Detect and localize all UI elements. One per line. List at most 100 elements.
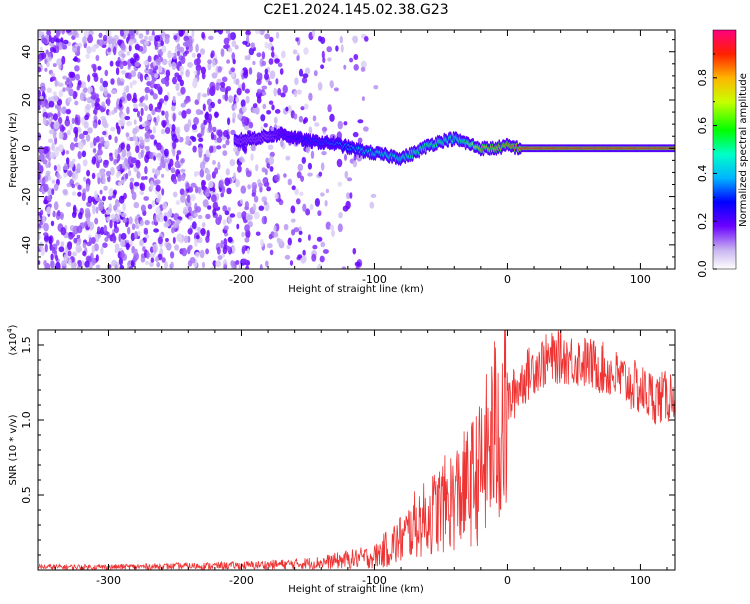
spectrogram-noise-cell	[40, 86, 46, 92]
spectrogram-noise-cell	[121, 142, 125, 149]
spectrogram-noise-cell	[176, 219, 181, 224]
spectrogram-noise-cell	[329, 114, 334, 122]
spectrogram-noise-cell	[112, 110, 115, 115]
spectrogram-noise-cell	[54, 183, 59, 191]
spectrogram-noise-cell	[183, 209, 188, 215]
spectrogram-noise-cell	[37, 233, 41, 241]
spectrogram-noise-cell	[268, 81, 272, 85]
spectrogram-noise-cell	[78, 260, 82, 267]
spectrogram-noise-cell	[161, 188, 164, 195]
spectrogram-noise-cell	[242, 41, 248, 45]
spectrogram-noise-cell	[100, 247, 103, 255]
spectrogram-noise-cell	[270, 250, 274, 256]
colorbar-label: Normalized spectral amplitude	[738, 73, 749, 227]
spectrogram-noise-cell	[84, 221, 87, 226]
spectrogram-noise-cell	[172, 96, 175, 103]
spectrogram-noise-cell	[77, 86, 80, 91]
spectrogram-noise-cell	[217, 162, 220, 170]
spectrogram-noise-cell	[132, 80, 137, 85]
spectrogram-noise-cell	[274, 232, 279, 238]
spectrogram-noise-cell	[373, 85, 378, 89]
snr-multiplier-close: )	[8, 324, 19, 328]
spectrogram-noise-cell	[285, 107, 288, 112]
spectrogram-noise-cell	[269, 101, 273, 105]
spectrogram-noise-cell	[258, 183, 263, 188]
spectrogram-noise-cell	[208, 181, 213, 188]
spectrogram-noise-cell	[186, 109, 191, 115]
spectrogram-noise-cell	[216, 129, 220, 135]
spectrogram-noise-cell	[220, 82, 225, 88]
spectrogram-noise-cell	[369, 202, 374, 209]
spectrogram-noise-cell	[197, 133, 202, 138]
spectrogram-noise-cell	[318, 82, 323, 91]
spectrogram-noise-cell	[56, 58, 62, 66]
snr-ytick-label: 1.0	[20, 411, 33, 429]
spectrogram-noise-cell	[45, 171, 50, 176]
spectrogram-noise-cell	[75, 74, 80, 81]
spectrogram-noise-cell	[119, 61, 123, 69]
spectrogram-noise-cell	[197, 93, 200, 102]
spectrogram-noise-cell	[107, 97, 111, 106]
spectrogram-noise-cell	[242, 106, 247, 112]
spectrogram-noise-cell	[235, 179, 240, 187]
spectrogram-noise-cell	[46, 153, 49, 159]
spectrogram-noise-cell	[53, 211, 56, 218]
spectrogram-noise-cell	[152, 168, 155, 174]
spectrogram-noise-cell	[197, 53, 201, 58]
spectrogram-noise-cell	[72, 30, 78, 36]
spectrogram-noise-cell	[120, 238, 125, 247]
spectrogram-noise-cell	[100, 137, 105, 144]
spectrogram-noise-cell	[300, 176, 304, 182]
spectrogram-noise-cell	[200, 162, 205, 170]
spectrogram-noise-cell	[86, 170, 90, 177]
spectrogram-noise-cell	[140, 73, 143, 82]
spectrogram-noise-cell	[41, 178, 45, 187]
spectrogram-noise-cell	[107, 47, 111, 52]
spectrogram-noise-cell	[92, 156, 96, 165]
spectrogram-noise-cell	[122, 162, 126, 169]
spectrogram-noise-cell	[85, 208, 90, 214]
spectrogram-noise-cell	[273, 225, 276, 232]
spectrogram-noise-cell	[83, 159, 88, 166]
spectrogram-noise-cell	[133, 53, 139, 59]
spectrogram-noise-cell	[120, 250, 124, 258]
spectrogram-noise-cell	[321, 151, 326, 155]
spectrogram-noise-cell	[353, 248, 357, 255]
spectrogram-noise-cell	[56, 30, 60, 39]
spectrogram-noise-cell	[271, 51, 275, 58]
spectrogram-noise-cell	[217, 137, 223, 143]
spectrogram-noise-cell	[104, 141, 110, 148]
spectrogram-noise-cell	[61, 260, 67, 266]
spectrogram-noise-cell	[60, 214, 63, 220]
spectrogram-noise-cell	[50, 43, 53, 47]
spectrogram-noise-cell	[343, 65, 346, 70]
spectrogram-noise-cell	[85, 104, 91, 110]
spectrogram-noise-cell	[36, 30, 42, 38]
spectrogram-noise-cell	[40, 47, 43, 52]
spectrogram-noise-cell	[203, 104, 206, 112]
spectrogram-noise-cell	[291, 219, 296, 223]
spectrogram-noise-cell	[303, 47, 308, 55]
spectrogram-noise-cell	[40, 96, 44, 100]
spectrogram-noise-cell	[135, 216, 139, 224]
spectrogram-noise-cell	[104, 237, 108, 242]
spectrogram-noise-cell	[100, 106, 104, 112]
spectrogram-noise-cell	[363, 126, 369, 131]
spectrogram-noise-cell	[106, 171, 111, 176]
spectrogram-noise-cell	[171, 124, 175, 132]
spectrogram-noise-cell	[113, 159, 117, 165]
spectrogram-noise-cell	[181, 174, 185, 181]
spectrogram-noise-cell	[98, 203, 103, 212]
spectrogram-noise-cell	[262, 51, 265, 59]
spectrogram-noise-cell	[226, 168, 230, 175]
spectrogram-noise-cell	[262, 92, 266, 96]
spectrogram-noise-cell	[195, 186, 198, 194]
spectrogram-noise-cell	[177, 150, 182, 155]
spectrogram-noise-cell	[83, 88, 88, 93]
spectrogram-noise-cell	[122, 203, 126, 212]
spectrogram-noise-cell	[293, 49, 298, 54]
spectrogram-noise-cell	[281, 51, 286, 59]
spectrogram-noise-cell	[317, 210, 321, 216]
spectrogram-noise-cell	[77, 192, 81, 197]
snr-xtick-label: 100	[630, 574, 651, 587]
